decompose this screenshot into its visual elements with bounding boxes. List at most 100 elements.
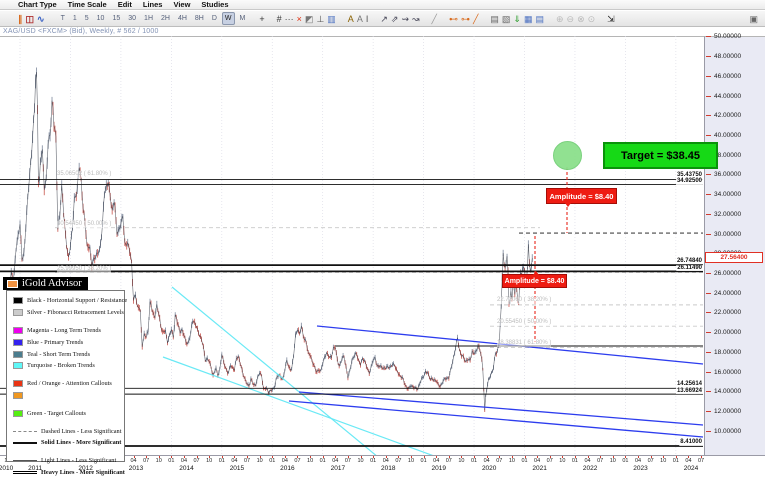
year-label: 2012: [78, 465, 93, 472]
delete-drawing-icon[interactable]: ×: [296, 13, 302, 24]
legend-row-label: Silver - Fibonacci Retracement Levels: [27, 309, 124, 317]
menu-lines[interactable]: Lines: [142, 0, 163, 9]
text-tool-icon[interactable]: I: [365, 13, 369, 24]
panel-icon[interactable]: ▦: [523, 13, 533, 24]
legend-row: Black - Horizontal Support / Resistance: [13, 295, 128, 307]
candle-chart-type-icon[interactable]: ◫: [25, 13, 35, 24]
legend-header[interactable]: iGold Advisor: [3, 277, 88, 290]
grid-icon[interactable]: #: [276, 13, 282, 24]
month-label: 01: [672, 458, 679, 464]
price-tick-mark: [706, 174, 711, 176]
menu-studies[interactable]: Studies: [201, 0, 229, 9]
price-tick-label: 26.00000: [714, 270, 742, 278]
month-tick-mark: [423, 456, 425, 458]
bar-chart-type-icon[interactable]: ∥: [18, 13, 23, 24]
interval-15-button[interactable]: 15: [112, 15, 121, 22]
trend-channel-icon[interactable]: ⇝: [401, 13, 409, 24]
price-tick-mark: [706, 312, 711, 314]
month-tick-mark: [133, 456, 135, 458]
interval-1-button[interactable]: 1: [72, 15, 77, 22]
legend-box[interactable]: Black - Horizontal Support / Resistance S…: [6, 290, 128, 476]
price-tick-mark: [706, 391, 711, 393]
month-label: 01: [571, 458, 578, 464]
month-tick-mark: [146, 456, 148, 458]
line-chart-type-icon[interactable]: ∿: [37, 13, 45, 24]
month-label: 07: [395, 458, 402, 464]
menu-view[interactable]: View: [173, 0, 191, 9]
interval-30-button[interactable]: 30: [128, 15, 137, 22]
zoom-out-icon[interactable]: ⊖: [566, 13, 575, 24]
target-marker-circle[interactable]: [553, 141, 582, 170]
month-label: 01: [521, 458, 528, 464]
menu-time-scale[interactable]: Time Scale: [67, 0, 107, 9]
interval-4h-button[interactable]: 4H: [177, 15, 187, 22]
interval-d-button[interactable]: D: [211, 15, 217, 22]
month-label: 01: [319, 458, 326, 464]
price-tick-mark: [706, 273, 711, 275]
window-icon[interactable]: ▣: [749, 13, 758, 24]
trendline-icon[interactable]: ↗: [380, 13, 388, 24]
month-label: 04: [685, 458, 692, 464]
preview-icon[interactable]: ▧: [501, 13, 511, 24]
print-icon[interactable]: ▤: [490, 13, 499, 24]
expand-icon[interactable]: ⇲: [607, 13, 615, 24]
menu-chart-type[interactable]: Chart Type: [18, 0, 57, 9]
legend-row: [13, 390, 124, 402]
legend-row-label: Green - Target Callouts: [27, 409, 86, 417]
ray-icon[interactable]: ╱: [472, 13, 479, 24]
interval-t-button[interactable]: T: [60, 15, 65, 22]
export-icon[interactable]: ⇓: [513, 13, 521, 24]
interval-10-button[interactable]: 10: [96, 15, 105, 22]
price-tick-mark: [706, 351, 711, 353]
legend-row-label: Heavy Lines - More Significant: [41, 468, 125, 476]
month-tick-mark: [436, 456, 438, 458]
fibonacci-level-label: 25.99950 ( 38.20% ): [57, 265, 112, 273]
month-label: 07: [193, 458, 200, 464]
list-icon[interactable]: ▤: [535, 13, 544, 24]
year-label: 2024: [683, 465, 699, 472]
month-label: 10: [357, 458, 364, 464]
zoom-in-icon[interactable]: ⊕: [555, 13, 564, 24]
price-axis[interactable]: 50.00000 48.00000 46.00000 44.00000 42.00000…: [704, 33, 765, 456]
dots-icon[interactable]: ⋯: [284, 13, 294, 24]
level-price-label: 26.74840: [675, 257, 703, 264]
zoom-reset-icon[interactable]: ⊙: [587, 13, 596, 24]
month-label: 07: [344, 458, 351, 464]
interval-1h-button[interactable]: 1H: [144, 15, 153, 22]
hline-icon[interactable]: ⊷: [448, 13, 458, 24]
interval-5-button[interactable]: 5: [84, 15, 89, 22]
year-label: 2019: [431, 465, 446, 472]
year-label: 2023: [633, 465, 648, 472]
legend-row-label: Black - Horizontal Support / Resistance: [27, 297, 128, 305]
pitchfork-icon[interactable]: ↝: [411, 13, 420, 24]
target-callout[interactable]: Target = $38.45: [603, 142, 718, 169]
hline-ray-icon[interactable]: ⊶: [460, 13, 470, 24]
month-tick-mark: [562, 456, 564, 458]
zoom-text-icon[interactable]: A: [356, 13, 363, 24]
legend-line-sample: [13, 430, 37, 432]
crosshair-icon[interactable]: +: [259, 13, 265, 24]
month-tick-mark: [511, 456, 513, 458]
trendline-arrow-icon[interactable]: ⇗: [390, 13, 399, 24]
interval-m-button[interactable]: M: [239, 15, 246, 22]
annotation-icon[interactable]: A: [347, 13, 354, 24]
legend-row: Silver - Fibonacci Retracement Levels: [13, 307, 124, 319]
interval-8h-button[interactable]: 8H: [194, 15, 204, 22]
menu-edit[interactable]: Edit: [117, 0, 132, 9]
fibonacci-level-label: 35.06502 ( 61.80% ): [57, 170, 112, 178]
legend-color-swatch: [13, 391, 23, 399]
legend-title: iGold Advisor: [22, 278, 82, 289]
month-label: 07: [546, 458, 553, 464]
amplitude-callout-top[interactable]: Amplitude = $8.40: [546, 188, 617, 207]
segment-icon[interactable]: ╱: [431, 13, 437, 24]
volume-icon[interactable]: ▥: [327, 13, 336, 24]
legend-row: Blue - Primary Trends: [13, 336, 124, 348]
legend-line-sample: [13, 441, 37, 444]
interval-2h-button[interactable]: 2H: [161, 15, 170, 22]
interval-w-button[interactable]: W: [221, 12, 235, 25]
zoom-fit-icon[interactable]: ⊗: [577, 13, 585, 24]
snap-icon[interactable]: ◩: [304, 13, 314, 24]
legend-row: Turquoise - Broken Trends: [13, 360, 124, 372]
amplitude-callout-bottom[interactable]: Amplitude = $8.40: [502, 271, 567, 288]
marker-icon[interactable]: ⊥: [316, 13, 325, 24]
